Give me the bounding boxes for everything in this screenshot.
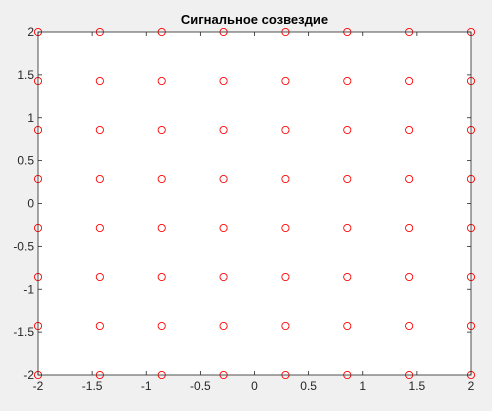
x-tick-label-2: -1 — [141, 379, 152, 393]
point-6-5 — [405, 125, 414, 135]
point-3-1 — [219, 321, 228, 331]
x-tick-label-8: 2 — [468, 379, 475, 393]
point-5-6 — [343, 76, 352, 86]
chart-title: Сигнальное созвездие — [181, 12, 328, 27]
x-tick-label-3: -0.5 — [190, 379, 211, 393]
y-tick-label-7: 1.5 — [17, 68, 34, 82]
point-4-5 — [281, 125, 290, 135]
point-2-5 — [157, 125, 166, 135]
x-tick-label-1: -1.5 — [82, 379, 103, 393]
point-5-1 — [343, 321, 352, 331]
x-tick-label-6: 1 — [359, 379, 366, 393]
point-4-6 — [281, 76, 290, 86]
x-tick-label-4: 0 — [251, 379, 258, 393]
point-3-5 — [219, 125, 228, 135]
point-1-4 — [95, 174, 104, 184]
point-2-3 — [157, 223, 166, 233]
point-3-3 — [219, 223, 228, 233]
point-4-3 — [281, 223, 290, 233]
x-tick-label-5: 0.5 — [300, 379, 317, 393]
point-1-1 — [95, 321, 104, 331]
y-tick-label-2: -1 — [23, 282, 34, 296]
point-2-4 — [157, 174, 166, 184]
point-1-2 — [95, 272, 104, 282]
y-tick-label-8: 2 — [27, 25, 34, 39]
point-6-3 — [405, 223, 414, 233]
point-6-6 — [405, 76, 414, 86]
point-1-5 — [95, 125, 104, 135]
x-tick-label-0: -2 — [33, 379, 44, 393]
point-5-5 — [343, 125, 352, 135]
point-5-2 — [343, 272, 352, 282]
point-4-2 — [281, 272, 290, 282]
point-6-1 — [405, 321, 414, 331]
point-3-6 — [219, 76, 228, 86]
y-tick-label-6: 1 — [27, 111, 34, 125]
y-tick-label-5: 0.5 — [17, 154, 34, 168]
point-2-1 — [157, 321, 166, 331]
point-5-4 — [343, 174, 352, 184]
point-2-6 — [157, 76, 166, 86]
x-tick-labels: -2 -1.5 -1 -0.5 0 0.5 1 1.5 2 — [33, 379, 475, 393]
point-2-2 — [157, 272, 166, 282]
point-1-3 — [95, 223, 104, 233]
point-1-6 — [95, 76, 104, 86]
point-3-2 — [219, 272, 228, 282]
y-tick-label-0: -2 — [23, 368, 34, 382]
axes-frame — [37, 31, 472, 376]
y-tick-label-1: -1.5 — [13, 325, 34, 339]
point-4-4 — [281, 174, 290, 184]
point-6-4 — [405, 174, 414, 184]
y-tick-labels: -2 -1.5 -1 -0.5 0 0.5 1 1.5 2 — [13, 25, 34, 382]
point-5-3 — [343, 223, 352, 233]
y-tick-label-4: 0 — [27, 197, 34, 211]
point-3-4 — [219, 174, 228, 184]
axes-background — [38, 32, 471, 375]
x-tick-label-7: 1.5 — [409, 379, 426, 393]
point-4-1 — [281, 321, 290, 331]
point-6-2 — [405, 272, 414, 282]
y-tick-label-3: -0.5 — [13, 239, 34, 253]
